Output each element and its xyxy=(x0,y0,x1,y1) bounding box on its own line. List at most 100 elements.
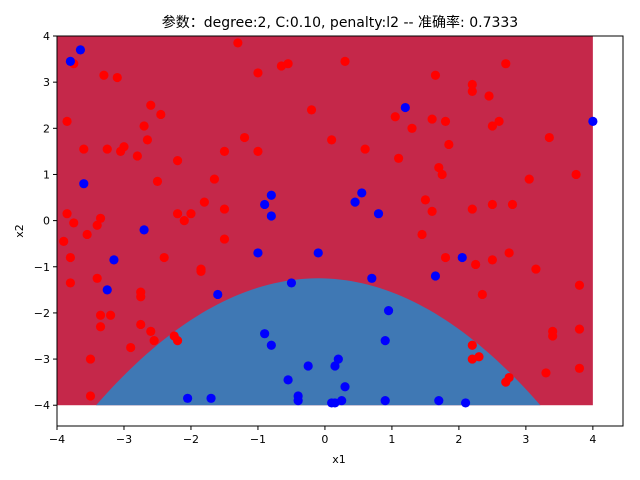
y-tick-label: 4 xyxy=(43,30,50,43)
plot-frame xyxy=(56,35,624,427)
red-point xyxy=(85,354,96,364)
blue-point xyxy=(313,248,323,258)
red-point xyxy=(487,121,497,131)
red-point xyxy=(142,135,153,145)
blue-point xyxy=(260,199,270,210)
red-point xyxy=(531,264,541,274)
red-point xyxy=(253,146,263,156)
red-point xyxy=(427,114,437,124)
blue-point xyxy=(380,336,390,346)
blue-point xyxy=(109,255,119,265)
red-point xyxy=(126,342,136,353)
red-point xyxy=(440,252,451,263)
red-point xyxy=(467,354,477,364)
red-point xyxy=(172,336,183,346)
red-point xyxy=(541,368,551,378)
red-point xyxy=(484,91,494,101)
blue-point xyxy=(266,340,276,350)
red-point xyxy=(239,132,250,143)
red-point xyxy=(494,116,504,126)
y-tick-label: −1 xyxy=(34,261,50,274)
red-point xyxy=(65,278,75,288)
blue-point xyxy=(260,329,270,339)
red-point xyxy=(471,259,481,270)
y-tick-label: 2 xyxy=(43,122,50,135)
red-point xyxy=(306,105,317,115)
red-point xyxy=(92,273,102,283)
blue-point xyxy=(286,278,297,288)
red-point xyxy=(82,229,92,240)
red-point xyxy=(85,391,96,401)
red-point xyxy=(199,197,209,207)
red-point xyxy=(487,199,497,210)
red-point xyxy=(105,310,116,320)
red-point xyxy=(444,139,454,150)
red-point xyxy=(139,121,149,131)
red-point xyxy=(149,336,159,346)
red-point xyxy=(219,204,230,214)
blue-point xyxy=(213,289,223,300)
blue-point xyxy=(373,209,384,219)
red-point xyxy=(136,292,146,302)
blue-point xyxy=(434,396,444,406)
blue-point xyxy=(206,393,216,403)
blue-point xyxy=(330,361,340,371)
blue-point xyxy=(79,179,89,189)
y-axis-label: x2 xyxy=(13,224,26,238)
red-point xyxy=(501,59,511,69)
blue-point xyxy=(383,306,394,316)
red-point xyxy=(394,153,404,163)
x-axis: −4 −3 −2 −1 0 1 2 3 4 xyxy=(49,426,596,446)
red-point xyxy=(219,234,230,244)
red-point xyxy=(467,204,477,214)
x-tick-label: 4 xyxy=(589,433,596,446)
blue-point xyxy=(380,396,390,406)
red-point xyxy=(477,289,487,300)
y-tick-label: −3 xyxy=(34,353,50,366)
red-point xyxy=(132,151,142,161)
red-point xyxy=(62,209,72,219)
x-tick-label: 0 xyxy=(321,433,328,446)
red-point xyxy=(99,70,109,80)
red-point xyxy=(467,79,477,90)
red-point xyxy=(501,377,511,387)
red-point xyxy=(59,236,69,246)
blue-point xyxy=(303,361,313,371)
red-point xyxy=(219,146,230,156)
blue-point xyxy=(293,396,303,406)
red-point xyxy=(172,209,183,219)
red-point xyxy=(69,218,79,228)
blue-point xyxy=(65,56,75,66)
blue-point xyxy=(400,102,410,113)
red-point xyxy=(283,59,293,69)
red-point xyxy=(327,135,337,145)
blue-point xyxy=(283,375,293,385)
plot-area xyxy=(56,35,624,427)
blue-point xyxy=(333,354,343,364)
red-class-points xyxy=(59,38,585,401)
x-tick-label: 1 xyxy=(388,433,395,446)
blue-point xyxy=(253,248,263,258)
red-point xyxy=(172,156,183,166)
red-point xyxy=(548,331,558,341)
red-point xyxy=(196,266,206,276)
red-point xyxy=(253,68,263,78)
red-point xyxy=(186,209,196,219)
red-point xyxy=(574,363,585,373)
red-point xyxy=(507,199,518,210)
x-tick-label: 2 xyxy=(455,433,462,446)
blue-point xyxy=(266,190,276,200)
red-point xyxy=(390,112,400,122)
red-point xyxy=(65,252,75,263)
red-point xyxy=(102,144,112,154)
red-point xyxy=(430,70,441,80)
blue-decision-region xyxy=(96,278,541,406)
red-point xyxy=(79,144,89,154)
red-point xyxy=(62,116,72,126)
red-point xyxy=(95,213,106,223)
blue-point xyxy=(367,273,377,283)
x-tick-label: −3 xyxy=(116,433,132,446)
red-point xyxy=(233,38,243,48)
red-point xyxy=(340,56,350,66)
